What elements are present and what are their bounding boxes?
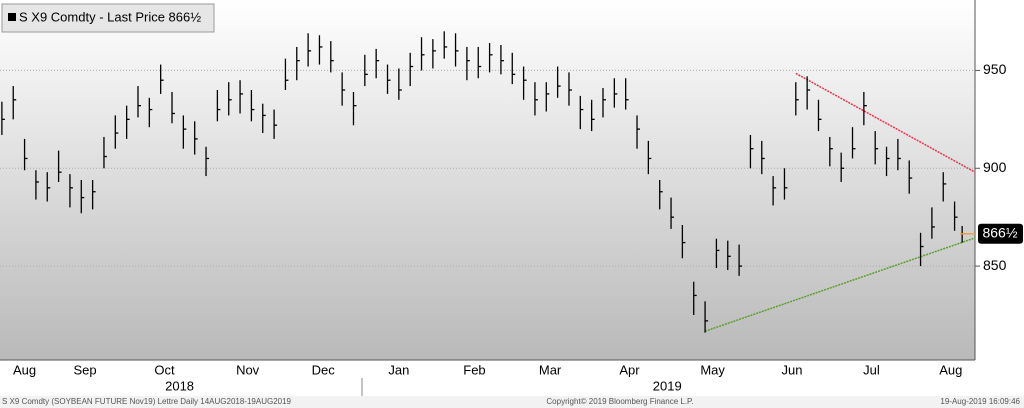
last-price-label: 866½ bbox=[982, 225, 1017, 241]
x-tick-label: Mar bbox=[539, 362, 562, 377]
trend-line bbox=[795, 72, 976, 173]
x-tick-label: Jul bbox=[863, 362, 880, 377]
y-tick-label: 850 bbox=[983, 257, 1007, 273]
x-tick-label: Jan bbox=[388, 362, 409, 377]
y-tick-label: 950 bbox=[983, 61, 1007, 77]
footer-bar bbox=[0, 396, 1024, 408]
x-tick-label: Apr bbox=[619, 362, 640, 377]
x-tick-label: Dec bbox=[312, 362, 336, 377]
plot-area bbox=[0, 0, 975, 360]
x-tick-label: Feb bbox=[463, 362, 485, 377]
x-year-label: 2019 bbox=[653, 378, 682, 393]
x-tick-label: Sep bbox=[73, 362, 96, 377]
footer-center: Copyright© 2019 Bloomberg Finance L.P. bbox=[546, 397, 693, 406]
last-price-badge bbox=[978, 223, 1023, 244]
x-year-label: 2018 bbox=[165, 378, 194, 393]
footer-right: 19-Aug-2019 16:09:46 bbox=[940, 397, 1020, 406]
trend-line bbox=[704, 237, 976, 332]
x-tick-label: Aug bbox=[13, 362, 36, 377]
legend-label: S X9 Comdty - Last Price 866½ bbox=[19, 9, 201, 24]
x-tick-label: May bbox=[700, 362, 725, 377]
legend-box bbox=[1, 3, 215, 33]
footer-left: S X9 Comdty (SOYBEAN FUTURE Nov19) Lettr… bbox=[2, 397, 292, 406]
legend-swatch bbox=[8, 13, 16, 21]
x-tick-label: Nov bbox=[236, 362, 260, 377]
x-tick-label: Aug bbox=[939, 362, 962, 377]
x-tick-label: Oct bbox=[154, 362, 175, 377]
y-tick-label: 900 bbox=[983, 159, 1007, 175]
x-tick-label: Jun bbox=[782, 362, 803, 377]
